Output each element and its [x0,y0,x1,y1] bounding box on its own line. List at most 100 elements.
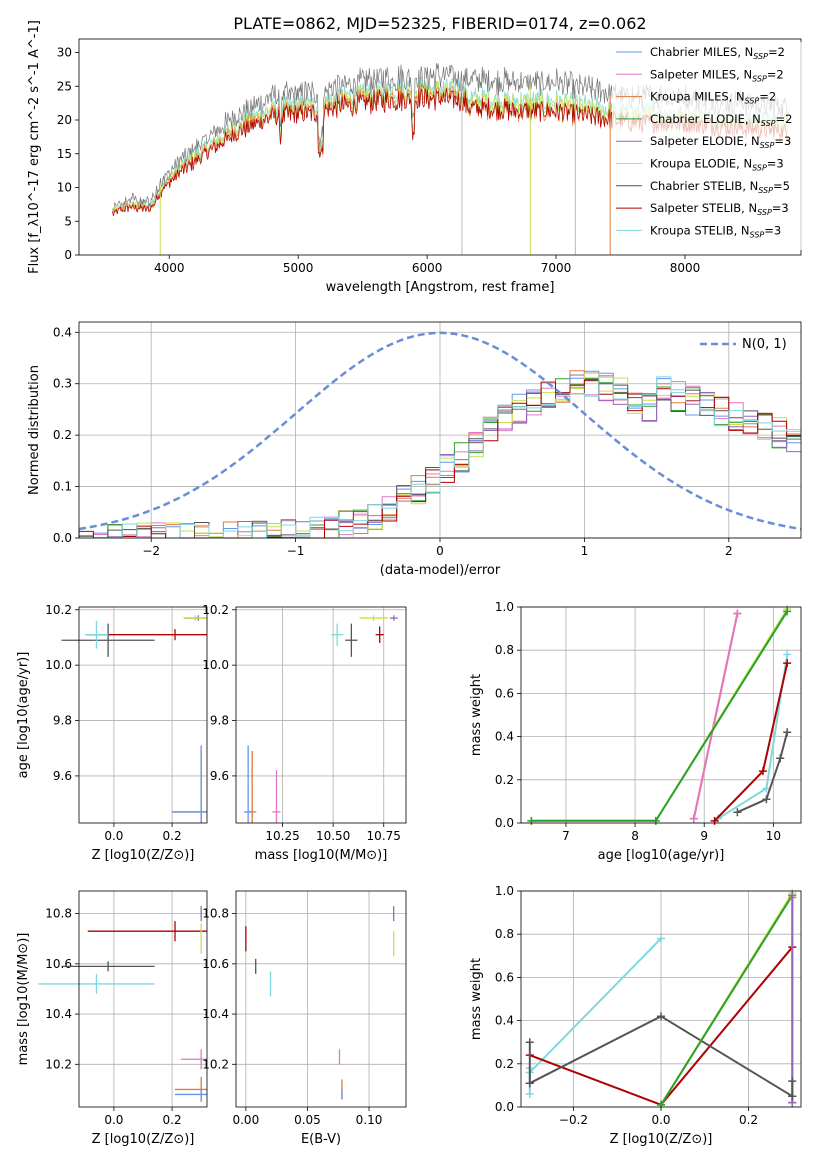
y-tick-label: 0.4 [495,730,514,744]
y-tick-label: 0.6 [495,970,514,984]
legend-label: Chabrier ELODIE, NSSP=2 [650,112,792,128]
y-tick-label: 25 [57,79,72,93]
y-tick-label: 30 [57,46,72,60]
plot-frame [235,890,407,1108]
y-tick-label: 0.8 [495,643,514,657]
y-tick-label: 0.0 [495,816,514,830]
mass-weight-marker [762,795,771,804]
normal-distribution-curve [78,331,802,531]
x-tick-label: 0.0 [651,1113,670,1127]
y-tick-label: 9.6 [210,769,229,783]
x-tick-label: 0.2 [739,1113,758,1127]
y-tick-label: 10.2 [45,1057,72,1071]
y-axis-label: mass [log10(M/M⊙)] [16,933,31,1066]
x-tick-label: 6000 [412,261,443,275]
mass-weight-marker [788,891,797,900]
mass-weight-marker [651,816,660,825]
x-axis-label: mass [log10(M/M⊙)] [255,848,388,863]
legend-label: N(0, 1) [742,337,787,352]
y-tick-label: 0.4 [495,1014,514,1028]
x-tick-label: 10.25 [265,829,299,843]
x-axis-label: Z [log10(Z/Z⊙)] [92,848,195,863]
x-axis-label: E(B-V) [301,1132,341,1147]
mass-weight-marker [788,1092,797,1101]
y-tick-label: 9.6 [53,769,72,783]
x-tick-label: 7000 [541,261,572,275]
x-tick-label: 10.50 [316,829,350,843]
x-tick-label: 0.00 [232,1113,259,1127]
mass-weight-marker [525,1079,534,1088]
mass-weight-marker [776,754,785,763]
x-tick-label: −0.2 [559,1113,588,1127]
y-tick-label: 9.8 [53,714,72,728]
mass-weight-marker [733,808,742,817]
mass-weight-marker [657,1100,665,1109]
x-tick-label: 0.2 [163,1113,182,1127]
y-tick-label: 10.8 [45,907,72,921]
x-axis-label: Z [log10(Z/Z⊙)] [610,1132,713,1147]
y-axis-label: Normed distribution [27,365,42,495]
x-tick-label: 4000 [154,261,185,275]
mass-weight-line [529,937,662,1074]
y-tick-label: 10 [57,181,72,195]
mass-weight-marker [657,934,665,943]
y-tick-label: 0.4 [53,325,72,339]
y-tick-label: 0.2 [495,773,514,787]
plot-frame [235,606,407,824]
y-tick-label: 0.2 [53,428,72,442]
x-tick-label: 10.75 [367,829,401,843]
mass-weight-line [531,608,789,822]
plot-frame [78,890,208,1108]
x-tick-label: 8000 [670,261,701,275]
x-axis-label: Z [log10(Z/Z⊙)] [92,1132,195,1147]
y-tick-label: 10.0 [45,658,72,672]
y-axis-label: mass weight [469,674,484,756]
y-tick-label: 5 [64,214,72,228]
y-tick-label: 15 [57,147,72,161]
y-tick-label: 10.6 [202,957,229,971]
mass-weight-marker [788,1077,797,1086]
x-tick-label: 8 [631,829,639,843]
y-axis-label: Flux [f_λ10^-17 erg cm^-2 s^-1 A^-1] [27,20,42,274]
mass-weight-marker [710,816,719,825]
y-tick-label: 0.2 [495,1057,514,1071]
legend-label: Chabrier STELIB, NSSP=5 [650,179,790,195]
plot-frame [78,606,208,824]
x-tick-label: 0 [436,544,444,558]
mass-weight-marker [758,767,767,776]
plot-frame [78,321,802,539]
y-axis-label: age [log10(age/yr)] [16,652,31,779]
y-tick-label: 10.4 [45,1007,72,1021]
y-tick-label: 0.1 [53,480,72,494]
mass-weight-marker [527,816,536,825]
x-axis-label: (data-model)/error [380,563,501,578]
mass-weight-marker [783,659,792,668]
y-tick-label: 1.0 [495,884,514,898]
x-tick-label: 0.10 [356,1113,383,1127]
y-tick-label: 10.2 [45,603,72,617]
x-tick-label: 10 [766,829,781,843]
y-tick-label: 0.6 [495,686,514,700]
y-tick-label: 0.0 [53,531,72,545]
x-tick-label: 7 [562,829,570,843]
y-tick-label: 10.2 [202,1057,229,1071]
mass-weight-line [660,894,794,1106]
mass-weight-line [692,613,739,819]
mass-weight-marker [525,1090,534,1099]
y-tick-label: 10.6 [45,957,72,971]
mass-weight-marker [733,609,742,618]
y-tick-label: 10.8 [202,907,229,921]
y-tick-label: 20 [57,113,72,127]
x-tick-label: 1 [581,544,589,558]
x-tick-label: 0.2 [163,829,182,843]
legend-label: Salpeter ELODIE, NSSP=3 [650,134,791,150]
legend-label: Salpeter MILES, NSSP=2 [650,67,784,83]
y-tick-label: 10.0 [202,658,229,672]
x-tick-label: 2 [725,544,733,558]
y-tick-label: 1.0 [495,600,514,614]
x-tick-label: −2 [142,544,160,558]
residual-histogram [79,376,801,539]
legend-label: Chabrier MILES, NSSP=2 [650,45,785,61]
x-tick-label: 0.0 [104,1113,123,1127]
